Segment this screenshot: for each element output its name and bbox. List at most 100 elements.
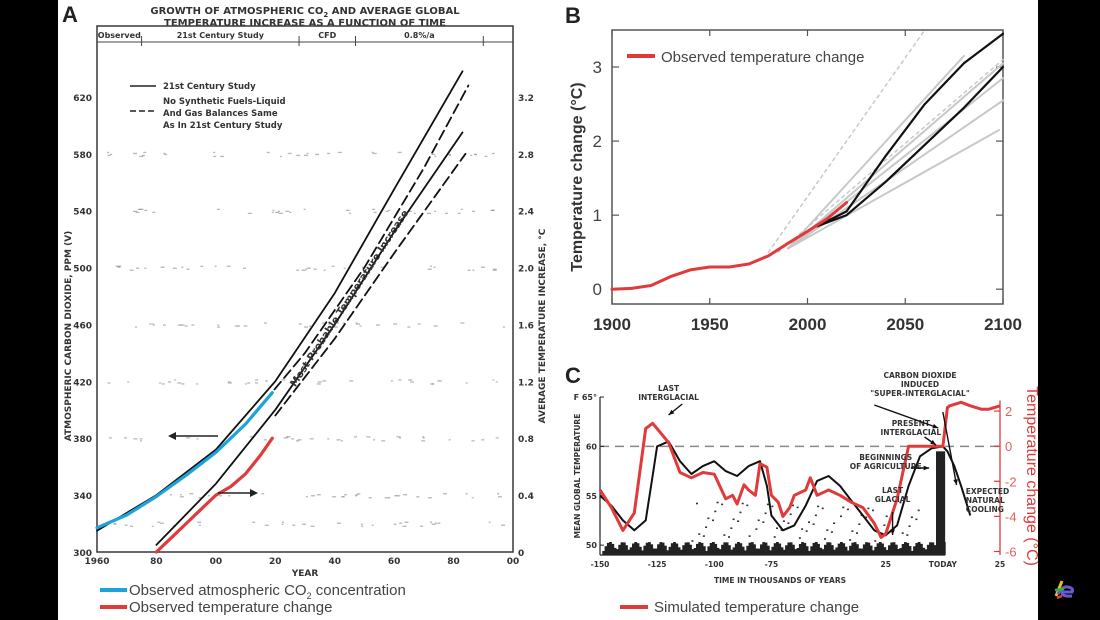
scan-speckle bbox=[159, 382, 162, 384]
scan-speckle bbox=[407, 326, 411, 328]
series-observed-atmospheric-co2-concentration bbox=[95, 391, 274, 530]
scan-speckle bbox=[277, 210, 280, 212]
x-tick-label: 1950 bbox=[691, 315, 729, 334]
scan-speckle bbox=[355, 494, 359, 496]
scan-speckle bbox=[228, 495, 231, 497]
scan-speckle bbox=[219, 495, 223, 497]
proxy-noise-bar bbox=[700, 542, 704, 555]
proxy-noise-bar bbox=[926, 544, 930, 555]
scan-speckle bbox=[283, 437, 288, 439]
scan-speckle bbox=[362, 266, 365, 268]
scan-speckle bbox=[388, 497, 391, 499]
series-ensemble-2 bbox=[787, 62, 1004, 250]
scan-speckle bbox=[174, 379, 177, 381]
y-axis-title: Temperature change (°C) bbox=[569, 82, 586, 271]
proxy-noise-bar bbox=[894, 544, 898, 555]
y-tick-label: 1 bbox=[593, 206, 602, 225]
scan-speckle bbox=[433, 325, 438, 327]
annotation-text: NATURAL bbox=[966, 496, 1005, 505]
scan-speckle bbox=[181, 383, 185, 385]
scan-speckle bbox=[427, 268, 432, 270]
scan-speckle bbox=[261, 493, 265, 495]
proxy-noise-bar bbox=[920, 543, 923, 555]
scan-speckle bbox=[359, 325, 362, 327]
scan-speckle bbox=[108, 437, 112, 439]
proxy-noise-bar bbox=[696, 543, 699, 555]
scan-speckle bbox=[394, 495, 398, 497]
scan-speckle bbox=[361, 525, 364, 527]
proxy-noise-bar bbox=[821, 549, 825, 555]
x-tick-label: 40 bbox=[328, 557, 341, 567]
scan-speckle bbox=[207, 495, 210, 497]
y-tick-label: 2 bbox=[593, 132, 602, 151]
scan-speckle bbox=[474, 153, 477, 156]
proxy-noise-bar bbox=[705, 551, 708, 555]
legend-b-label: Observed temperature change bbox=[661, 49, 864, 66]
annotation-text: BEGINNINGS bbox=[859, 453, 912, 462]
scan-speckle bbox=[430, 521, 432, 523]
scan-speckle bbox=[497, 493, 500, 495]
scan-speckle bbox=[227, 382, 232, 384]
proxy-noise-bar bbox=[798, 544, 802, 555]
proxy-noise-bar bbox=[625, 545, 628, 555]
figure-canvas: A GROWTH OF ATMOSPHERIC CO2 AND AVERAGE G… bbox=[58, 0, 1038, 620]
proxy-noise-bar bbox=[650, 544, 654, 555]
scan-speckle bbox=[237, 325, 241, 327]
scan-speckle bbox=[305, 496, 308, 498]
scan-speckle bbox=[271, 211, 274, 213]
series-observed-temperature-change bbox=[154, 436, 274, 554]
proxy-noise-bar bbox=[844, 546, 848, 555]
scan-speckle bbox=[471, 440, 475, 442]
proxy-noise-bar bbox=[714, 543, 718, 555]
scan-speckle bbox=[198, 524, 201, 526]
scan-speckle bbox=[373, 439, 375, 441]
proxy-noise-bar bbox=[620, 542, 624, 555]
scan-speckle bbox=[197, 521, 202, 523]
x-tick-label: 60 bbox=[388, 557, 401, 567]
proxy-speckle bbox=[826, 529, 829, 531]
proxy-noise-bar bbox=[643, 545, 647, 555]
proxy-noise-bar bbox=[693, 548, 697, 555]
annotation-text: GLACIAL bbox=[875, 495, 911, 504]
proxy-noise-bar bbox=[862, 544, 866, 555]
scan-speckle bbox=[434, 210, 437, 212]
scan-speckle bbox=[255, 379, 259, 381]
scan-speckle bbox=[341, 496, 345, 498]
scan-speckle bbox=[376, 324, 381, 326]
scan-speckle bbox=[431, 523, 436, 525]
series-co2-no-synthetic-fuels bbox=[244, 84, 470, 425]
proxy-noise-bar bbox=[675, 543, 679, 555]
scan-speckle bbox=[127, 381, 130, 383]
proxy-noise-bar bbox=[661, 542, 665, 555]
proxy-noise-bar bbox=[929, 542, 932, 555]
proxy-speckle bbox=[696, 502, 698, 505]
scan-speckle bbox=[305, 268, 308, 270]
scan-speckle bbox=[304, 154, 308, 157]
scan-speckle bbox=[286, 436, 289, 438]
x-tick-label: 00 bbox=[210, 557, 223, 567]
proxy-noise-bar bbox=[874, 546, 878, 555]
scan-speckle bbox=[291, 438, 295, 440]
proxy-speckle bbox=[798, 537, 801, 539]
proxy-noise-bar bbox=[721, 544, 724, 555]
scan-speckle bbox=[409, 210, 412, 212]
proxy-noise-bar bbox=[648, 542, 651, 555]
legend-dashed-label: As In 21st Century Study bbox=[163, 121, 283, 131]
proxy-speckle bbox=[814, 514, 817, 517]
proxy-speckle bbox=[748, 535, 751, 537]
scan-speckle bbox=[255, 382, 258, 384]
proxy-noise-bar bbox=[872, 550, 875, 555]
proxy-noise-bar bbox=[810, 546, 814, 555]
proxy-noise-bar bbox=[734, 543, 738, 555]
proxy-noise-bar bbox=[826, 542, 830, 555]
panel-b-frame bbox=[611, 29, 1004, 305]
scan-speckle bbox=[490, 209, 495, 211]
series-model-projection-2 bbox=[816, 65, 1005, 228]
y-right-tick-label: -6 bbox=[1005, 544, 1017, 559]
scan-speckle bbox=[438, 380, 442, 382]
y-left-tick-label: F 65° bbox=[574, 393, 597, 402]
proxy-speckle bbox=[812, 523, 815, 525]
scan-speckle bbox=[402, 525, 407, 527]
proxy-noise-bar bbox=[840, 542, 843, 555]
proxy-speckle bbox=[702, 535, 705, 537]
